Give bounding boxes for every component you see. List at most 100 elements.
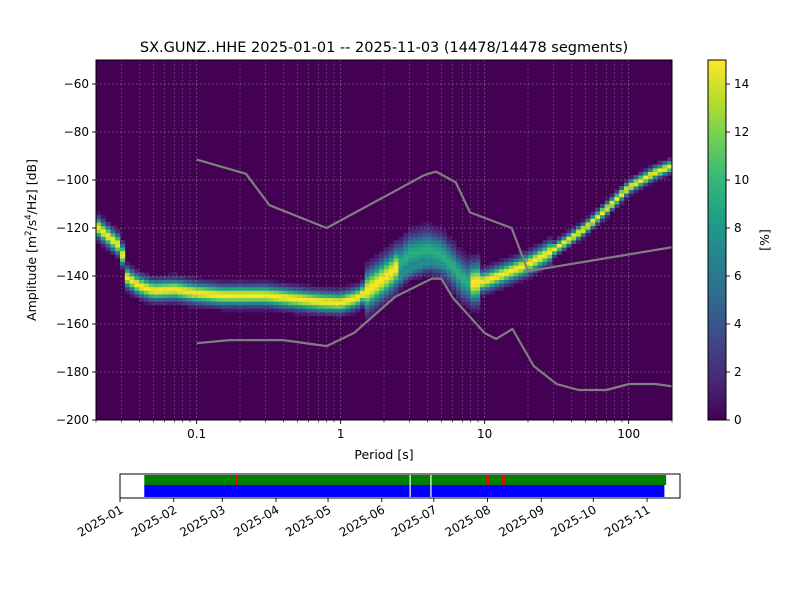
density-cell [436, 265, 442, 270]
density-cell [542, 250, 548, 255]
timeline-tick-label: 2025-03 [177, 502, 227, 539]
density-cell [384, 258, 390, 262]
density-cell [139, 294, 145, 298]
density-cell [643, 175, 649, 180]
density-cell [268, 294, 274, 298]
density-cell [403, 268, 409, 273]
density-cell [489, 283, 495, 288]
density-cell [206, 297, 212, 302]
density-cell [388, 272, 394, 277]
density-cell [436, 268, 442, 273]
density-cell [528, 254, 534, 259]
density-cell [489, 290, 495, 295]
density-cell [465, 276, 471, 280]
density-cell [235, 290, 241, 295]
density-cell [451, 290, 457, 295]
density-cell [412, 276, 418, 280]
density-cell [489, 279, 495, 284]
density-cell [336, 308, 342, 313]
density-cell [494, 272, 500, 277]
density-cell [336, 312, 342, 316]
density-cell [499, 261, 505, 266]
density-cell [177, 294, 183, 298]
density-cell [326, 304, 332, 309]
timeline-tick-label: 2025-09 [496, 502, 546, 539]
density-cell [408, 250, 414, 255]
density-cell [384, 250, 390, 255]
density-cell [393, 240, 399, 244]
density-cell [302, 283, 308, 288]
density-cell [196, 283, 202, 288]
density-cell [168, 272, 174, 277]
density-cell [408, 254, 414, 259]
density-cell [369, 301, 375, 306]
density-cell [662, 164, 668, 169]
x-tick-label: 10 [477, 427, 492, 441]
density-cell [225, 301, 231, 306]
density-cell [432, 229, 438, 234]
density-cell [547, 258, 553, 262]
density-cell [374, 258, 380, 262]
density-cell [369, 312, 375, 316]
density-cell [441, 265, 447, 270]
density-cell [384, 265, 390, 270]
density-cell [470, 258, 476, 262]
density-cell [504, 276, 510, 280]
density-cell [364, 265, 370, 270]
density-cell [374, 290, 380, 295]
density-cell [408, 258, 414, 262]
density-cell [475, 308, 481, 313]
density-cell [110, 229, 116, 234]
density-cell [273, 283, 279, 288]
density-cell [273, 297, 279, 302]
density-cell [398, 265, 404, 270]
density-cell [249, 304, 255, 309]
density-cell [403, 232, 409, 237]
density-cell [350, 304, 356, 309]
density-cell [374, 294, 380, 298]
density-cell [417, 272, 423, 277]
density-cell [148, 276, 154, 280]
density-cell [96, 240, 102, 244]
density-cell [139, 283, 145, 288]
density-cell [206, 294, 212, 298]
density-cell [432, 250, 438, 255]
density-cell [172, 276, 178, 280]
density-cell [523, 254, 529, 259]
density-cell [350, 286, 356, 291]
density-cell [403, 279, 409, 284]
density-cell [609, 193, 615, 198]
density-cell [249, 301, 255, 306]
density-cell [384, 261, 390, 266]
density-cell [364, 286, 370, 291]
density-cell [273, 286, 279, 291]
density-cell [144, 286, 150, 291]
density-cell [321, 286, 327, 291]
density-cell [105, 243, 111, 248]
density-cell [331, 290, 337, 295]
density-cell [456, 250, 462, 255]
density-cell [235, 297, 241, 302]
density-cell [360, 279, 366, 284]
density-cell [441, 268, 447, 273]
density-cell [571, 232, 577, 237]
density-cell [590, 218, 596, 223]
density-cell [206, 304, 212, 309]
density-cell [220, 286, 226, 291]
density-cell [600, 207, 606, 212]
density-cell [643, 178, 649, 183]
density-cell [470, 297, 476, 302]
density-cell [336, 301, 342, 306]
density-cell [273, 301, 279, 306]
density-cell [379, 297, 385, 302]
density-cell [408, 265, 414, 270]
density-cell [240, 304, 246, 309]
density-cell [230, 301, 236, 306]
density-cell [129, 286, 135, 291]
density-cell [600, 204, 606, 208]
density-cell [547, 254, 553, 259]
density-cell [182, 290, 188, 295]
density-cell [302, 294, 308, 298]
density-cell [364, 279, 370, 284]
density-cell [129, 283, 135, 288]
